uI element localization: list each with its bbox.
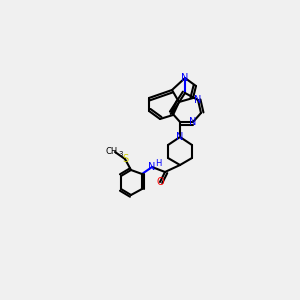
Text: N: N xyxy=(189,117,197,127)
Text: N: N xyxy=(148,162,156,172)
Text: N: N xyxy=(176,132,184,142)
Text: H: H xyxy=(155,160,161,169)
Text: N: N xyxy=(194,95,202,105)
Text: N: N xyxy=(181,73,189,83)
Text: CH: CH xyxy=(106,148,118,157)
Text: S: S xyxy=(122,154,128,164)
Text: 3: 3 xyxy=(119,151,123,157)
Text: O: O xyxy=(156,177,164,187)
